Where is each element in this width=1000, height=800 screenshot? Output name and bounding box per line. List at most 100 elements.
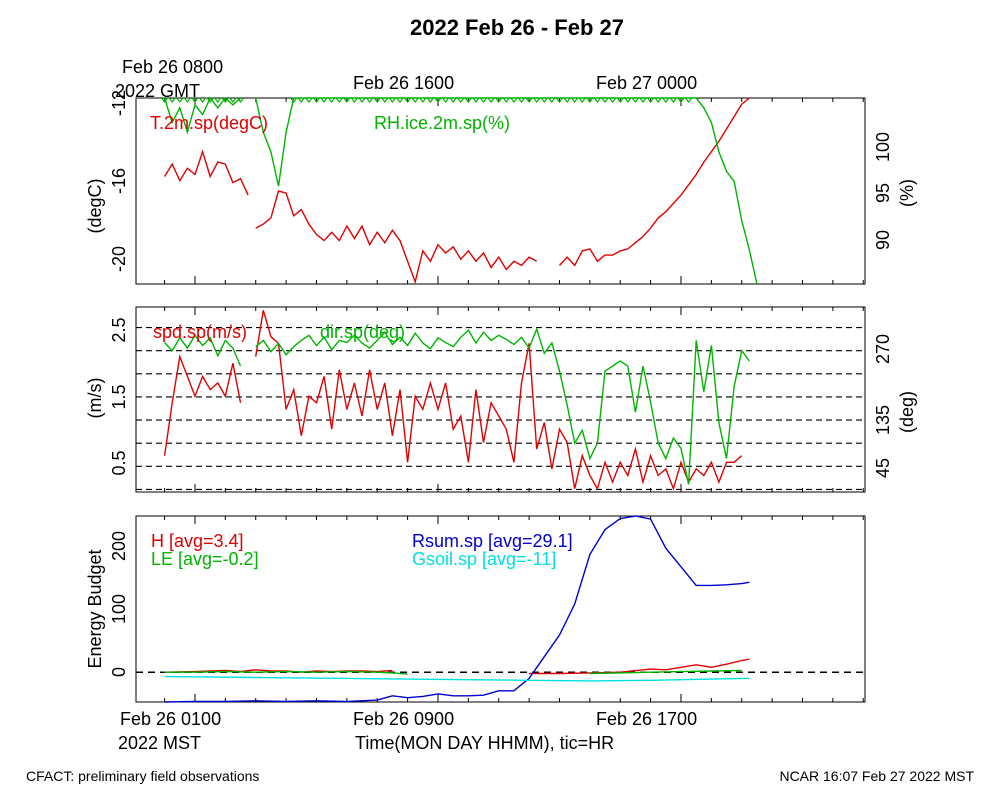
saturation-mark (662, 97, 670, 103)
legend-relative-humidity: RH.ice.2m.sp(%) (374, 113, 510, 133)
saturation-mark (548, 97, 556, 103)
saturation-mark (563, 97, 571, 103)
saturation-mark (639, 97, 647, 103)
saturation-mark (358, 97, 366, 103)
top-left-tick-label-2: -16 (109, 168, 129, 194)
series-line-top-0-0 (164, 149, 249, 196)
saturation-mark (510, 97, 518, 104)
saturation-mark (335, 97, 343, 103)
top-right-axis-label: (%) (897, 179, 917, 207)
legend-soil-heat: Gsoil.sp [avg=-11] (412, 549, 556, 569)
saturation-mark (540, 97, 548, 103)
bottom-left-tick-label-3: 0 (109, 667, 129, 677)
bottom-axis-year-label: 2022 MST (118, 733, 201, 753)
series-line-bottom-1-1 (589, 669, 742, 675)
saturation-mark (480, 97, 488, 103)
saturation-mark (328, 97, 336, 103)
saturation-mark (609, 97, 617, 103)
saturation-mark (426, 97, 434, 103)
axis-ticks (164, 98, 864, 702)
saturation-mark (647, 97, 655, 103)
top-left-tick-label-3: -20 (109, 246, 129, 272)
middle-right-tick-label-2: 135 (873, 405, 893, 435)
saturation-mark (457, 97, 465, 103)
top-left-tick-label-1: -12 (109, 90, 129, 116)
saturation-mark (654, 97, 662, 103)
top-right-tick-label-1: 100 (873, 132, 893, 162)
legend-sensible-heat: H [avg=3.4] (151, 531, 244, 551)
top-axis-date-label-3: Feb 27 0000 (596, 73, 697, 93)
saturation-mark (419, 97, 427, 103)
series-line-middle-1-1 (255, 327, 750, 485)
x-axis-label: Time(MON DAY HHMM), tic=HR (355, 733, 614, 753)
middle-left-tick-label-2: 1.5 (109, 384, 129, 409)
middle-right-tick-label-3: 45 (873, 458, 893, 478)
saturation-mark (305, 97, 313, 103)
top-axis-date-label-1: Feb 26 0800 (122, 57, 223, 77)
series-line-top-0-2 (558, 97, 750, 267)
saturation-mark (442, 97, 450, 103)
saturation-mark (677, 97, 685, 103)
legend-wind-direction: dir.sp(deg) (320, 322, 405, 342)
reference-lines (136, 326, 865, 674)
series-line-top-1-0 (163, 96, 241, 135)
saturation-mark (502, 97, 510, 103)
saturation-mark (168, 97, 176, 103)
middle-left-axis-label: (m/s) (85, 378, 105, 419)
saturation-mark (495, 97, 503, 103)
saturation-mark (381, 97, 389, 103)
saturation-mark (404, 97, 412, 103)
top-axis-date-label-2: Feb 26 1600 (353, 73, 454, 93)
bottom-axis-date-label-1: Feb 26 0100 (120, 709, 221, 729)
series-line-middle-0-1 (255, 310, 743, 491)
bottom-left-axis-label: Energy Budget (85, 549, 105, 668)
legend-latent-heat: LE [avg=-0.2] (151, 549, 259, 569)
saturation-mark (161, 97, 169, 103)
saturation-mark (350, 97, 358, 103)
series-line-middle-1-0 (164, 334, 242, 367)
bottom-axis-date-label-2: Feb 26 0900 (353, 709, 454, 729)
legend-temperature: T.2m.sp(degC) (150, 113, 268, 133)
series-line-top-1-1 (255, 97, 758, 285)
saturation-mark (518, 97, 525, 103)
saturation-mark (366, 97, 374, 103)
data-traces (161, 96, 758, 703)
saturation-mark (434, 97, 442, 103)
saturation-mark (411, 97, 419, 103)
legend-wind-speed: spd.sp(m/s) (153, 322, 247, 342)
saturation-mark (312, 97, 320, 103)
saturation-mark (229, 97, 237, 103)
legend-net-radiation: Rsum.sp [avg=29.1] (412, 531, 573, 551)
saturation-mark (571, 97, 579, 103)
top-right-tick-label-2: 95 (873, 183, 893, 203)
saturation-mark (373, 97, 381, 103)
saturation-mark (586, 97, 594, 103)
saturation-mark (221, 97, 229, 103)
middle-left-tick-label-3: 0.5 (109, 450, 129, 475)
saturation-mark (449, 97, 457, 103)
series-line-bottom-1-0 (164, 670, 408, 675)
series-line-middle-0-0 (163, 353, 242, 456)
series-line-top-0-1 (255, 190, 538, 285)
saturation-mark (624, 97, 632, 103)
series-line-bottom-2-0 (164, 515, 750, 703)
saturation-mark (176, 97, 184, 103)
series-line-bottom-0-1 (529, 658, 750, 675)
middle-right-tick-label-1: 270 (873, 334, 893, 364)
middle-right-axis-label: (deg) (897, 391, 917, 433)
saturation-mark (396, 97, 404, 103)
saturation-mark (555, 97, 563, 103)
saturation-mark (487, 97, 495, 103)
saturation-mark (616, 97, 624, 103)
saturation-mark (669, 97, 677, 103)
saturation-mark (593, 97, 601, 103)
saturation-mark (320, 97, 328, 103)
footer-right: NCAR 16:07 Feb 27 2022 MST (779, 768, 974, 784)
chart-title: 2022 Feb 26 - Feb 27 (410, 15, 624, 40)
saturation-mark (578, 97, 586, 103)
saturation-mark (343, 97, 351, 103)
bottom-left-tick-label-1: 200 (109, 531, 129, 561)
saturation-mark (237, 97, 245, 103)
saturation-mark (297, 97, 305, 103)
